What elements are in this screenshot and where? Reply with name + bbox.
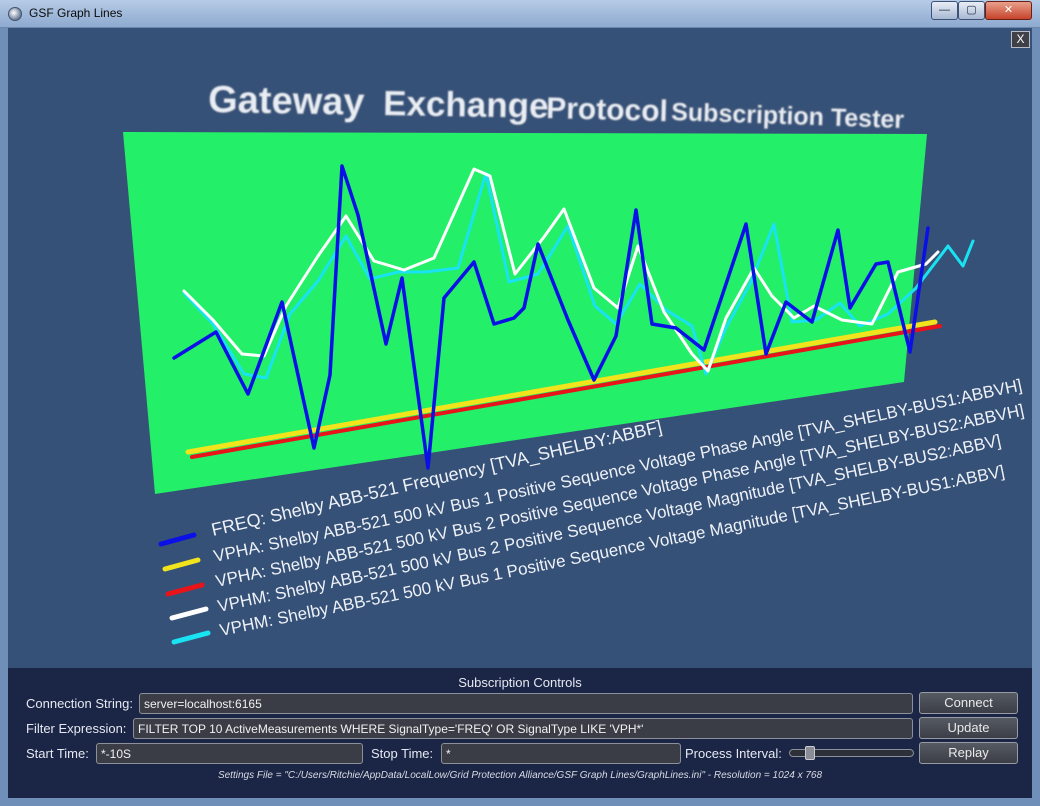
- stop-time-input[interactable]: [441, 743, 681, 764]
- window-title: GSF Graph Lines: [29, 6, 123, 20]
- render-viewport: Gateway Exchange Protocol Subscription T…: [8, 28, 1032, 798]
- window-titlebar[interactable]: GSF Graph Lines — ▢ ✕: [0, 0, 1040, 28]
- window-close-button[interactable]: ✕: [985, 1, 1032, 20]
- maximize-button[interactable]: ▢: [958, 1, 985, 20]
- scene-close-button[interactable]: X: [1011, 31, 1030, 48]
- heading-word-protocol: Protocol: [546, 92, 668, 128]
- heading-word-exchange: Exchange: [383, 84, 549, 126]
- app-icon: [8, 7, 22, 21]
- start-time-label: Start Time:: [26, 746, 89, 761]
- connection-string-label: Connection String:: [26, 696, 133, 711]
- update-button[interactable]: Update: [919, 717, 1018, 739]
- process-interval-slider[interactable]: [789, 746, 914, 760]
- settings-file-info: Settings File = "C:/Users/Ritchie/AppDat…: [217, 770, 823, 781]
- minimize-button[interactable]: —: [931, 1, 958, 20]
- legend-swatch-vpha-bus1: [162, 557, 201, 572]
- heading-word-tester: Subscription Tester: [671, 98, 905, 134]
- series-line-vphm-bus2: [182, 167, 940, 373]
- series-line-vpha-bus1: [185, 319, 938, 455]
- legend-swatch-freq: [158, 532, 197, 547]
- connection-string-input[interactable]: [139, 693, 913, 714]
- series-line-vphm-bus1: [182, 171, 975, 380]
- start-time-input[interactable]: [96, 743, 363, 764]
- series-line-freq: [172, 164, 930, 470]
- legend-entry-vphm-bus1: VPHM: Shelby ABB-521 500 kV Bus 1 Positi…: [171, 462, 1006, 645]
- controls-title: Subscription Controls: [458, 675, 582, 690]
- filter-expression-label: Filter Expression:: [26, 721, 127, 736]
- stop-time-label: Stop Time:: [371, 746, 434, 761]
- legend-swatch-vphm-bus1: [171, 630, 211, 645]
- filter-expression-input[interactable]: [133, 718, 913, 739]
- process-interval-label: Process Interval:: [685, 746, 782, 761]
- legend-swatch-vphm-bus2: [169, 606, 209, 621]
- legend-swatch-vpha-bus2: [165, 582, 205, 597]
- connect-button[interactable]: Connect: [919, 692, 1018, 714]
- process-interval-slider-thumb[interactable]: [804, 746, 815, 760]
- heading-word-gateway: Gateway: [208, 79, 365, 124]
- replay-button[interactable]: Replay: [919, 742, 1018, 764]
- scene-heading: Gateway Exchange Protocol Subscription T…: [208, 79, 906, 135]
- graph-scene: Gateway Exchange Protocol Subscription T…: [123, 79, 1026, 645]
- series-lines: [172, 164, 975, 470]
- subscription-controls: Subscription Controls Connection String:…: [8, 668, 1032, 798]
